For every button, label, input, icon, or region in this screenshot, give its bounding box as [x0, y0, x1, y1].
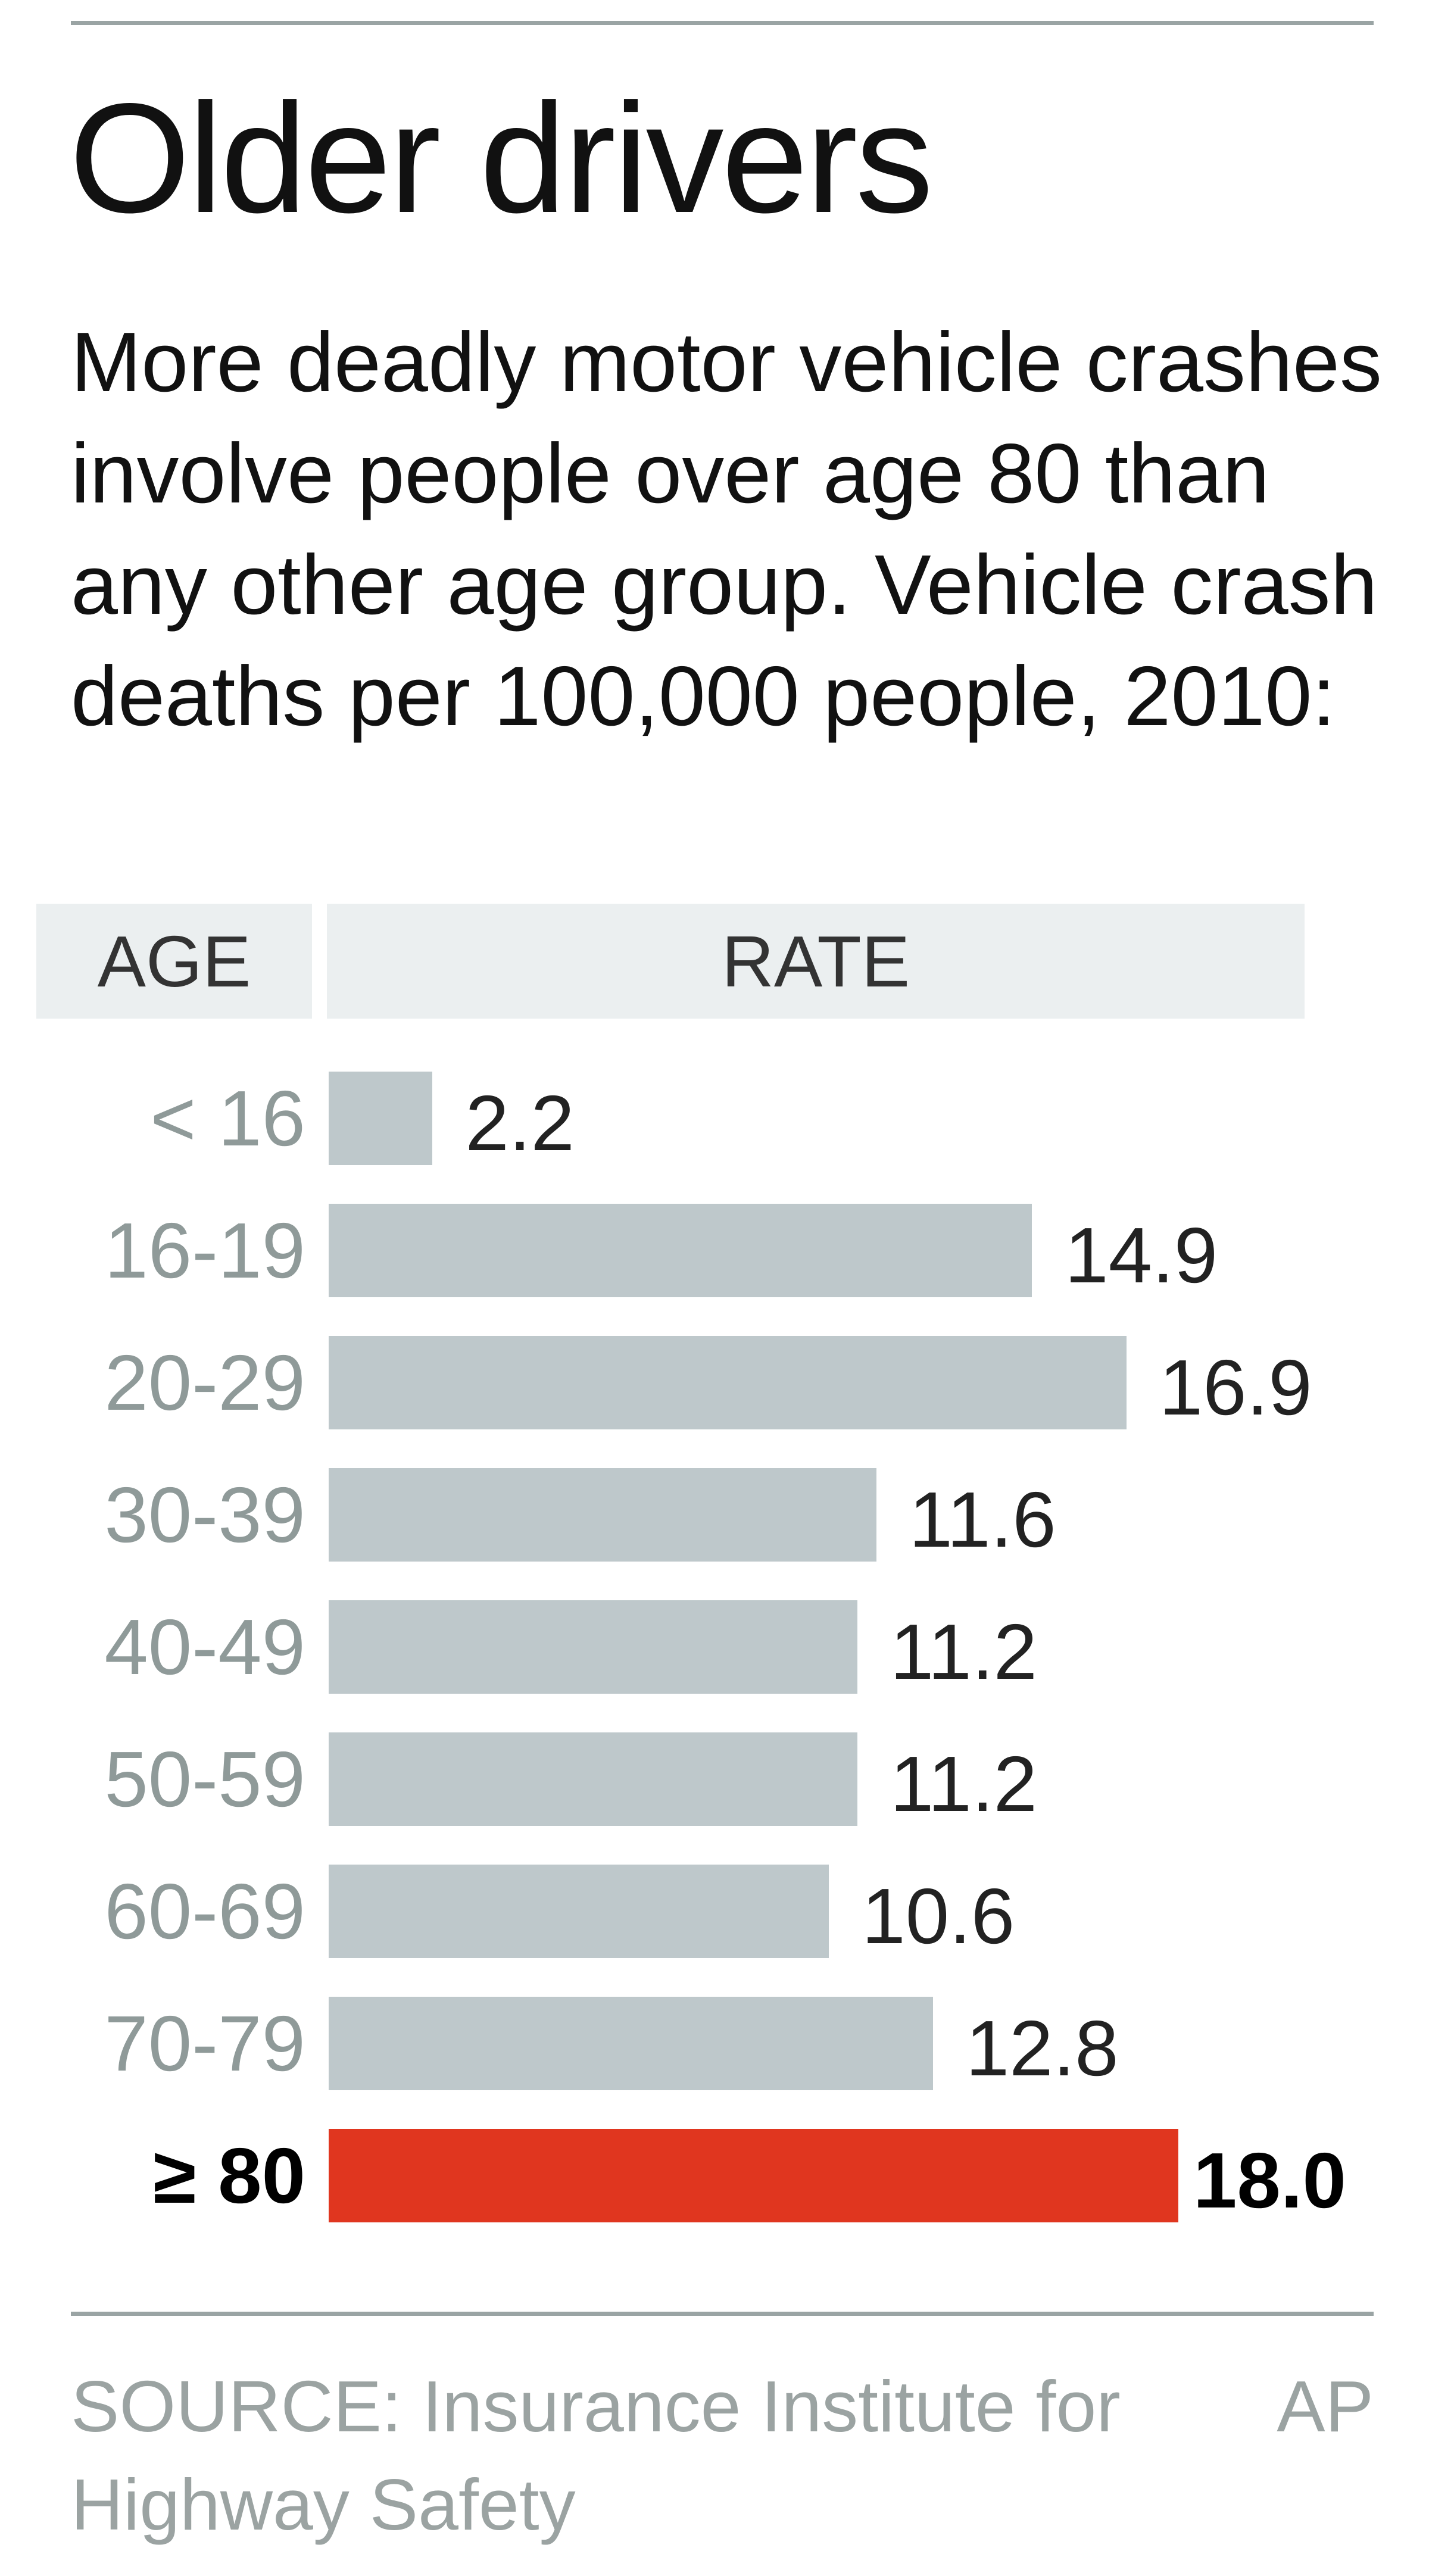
value-label: 11.2	[890, 1608, 1038, 1696]
bar	[329, 1072, 433, 1165]
value-label: 12.8	[965, 2004, 1119, 2092]
age-label: 20-29	[104, 1339, 305, 1426]
value-label: 18.0	[1193, 2137, 1346, 2224]
age-label: ≥ 80	[153, 2132, 305, 2219]
bar-highlight	[329, 2129, 1178, 2222]
value-label: 10.6	[862, 1872, 1015, 1960]
value-label: 16.9	[1159, 1344, 1312, 1431]
bar	[329, 1204, 1032, 1297]
value-label: 11.2	[890, 1740, 1038, 1828]
value-label: 2.2	[465, 1079, 575, 1167]
bottom-rule	[71, 2312, 1374, 2316]
age-label: < 16	[150, 1075, 305, 1162]
source-note: SOURCE: Insurance Institute for Highway …	[71, 2366, 1121, 2545]
value-label: 14.9	[1065, 1211, 1218, 1299]
age-label: 30-39	[104, 1471, 305, 1559]
top-rule	[71, 21, 1374, 25]
age-label: 16-19	[104, 1207, 305, 1294]
credit-ap: AP	[1277, 2366, 1374, 2447]
age-column-header: AGE	[36, 904, 312, 1019]
chart-subtitle: More deadly motor vehicle crashes involv…	[71, 315, 1382, 744]
age-label: 60-69	[104, 1868, 305, 1955]
rate-column-header: RATE	[327, 904, 1305, 1019]
bar	[329, 1997, 933, 2090]
bar	[329, 1732, 857, 1826]
age-label: 70-79	[104, 2000, 305, 2087]
bar	[329, 1336, 1127, 1429]
chart-title: Older drivers	[69, 71, 934, 245]
age-label: 40-49	[104, 1603, 305, 1691]
value-label: 11.6	[909, 1476, 1056, 1563]
bar	[329, 1468, 876, 1562]
age-label: 50-59	[104, 1735, 305, 1823]
bar	[329, 1600, 857, 1694]
bar	[329, 1865, 829, 1958]
